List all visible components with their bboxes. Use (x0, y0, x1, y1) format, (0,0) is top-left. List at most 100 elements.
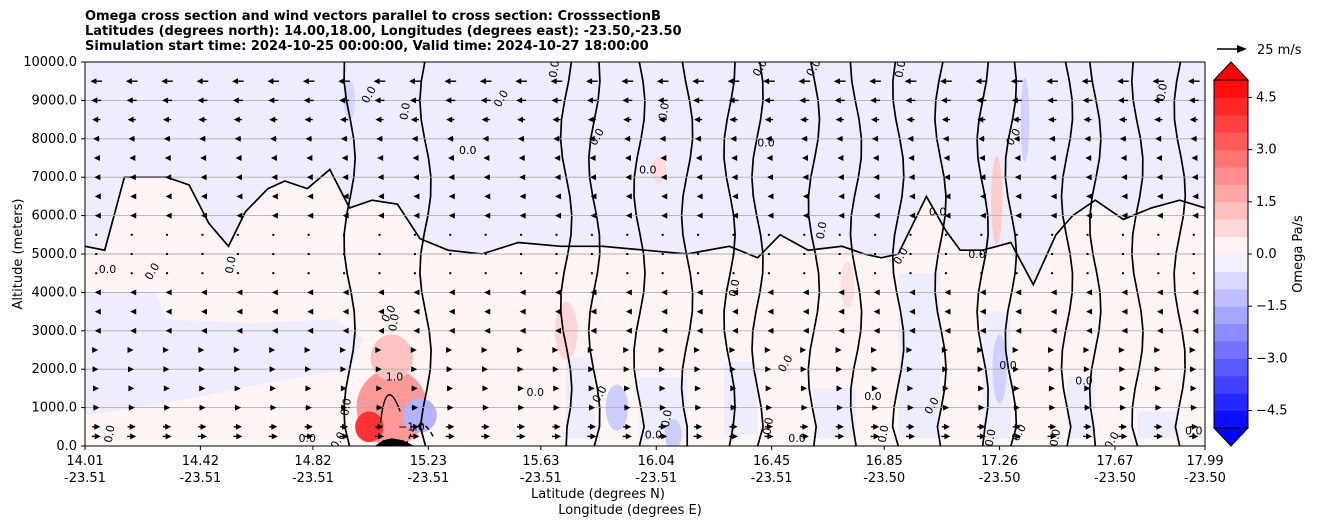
wind-vector-head (519, 308, 526, 315)
wind-vector (555, 193, 562, 200)
wind-vector-head (1012, 116, 1019, 123)
x-tick-label-lon: -23.50 (863, 471, 905, 486)
wind-vector-head (128, 385, 135, 392)
y-tick-label: 3000.0 (32, 324, 78, 339)
wind-vector-head (270, 385, 277, 392)
wind-vector (373, 78, 386, 85)
wind-vector (659, 404, 666, 411)
x-tick-label-lon: -23.51 (64, 471, 106, 486)
wind-vector-head (909, 308, 916, 315)
wind-vector-head (1014, 174, 1021, 181)
wind-vector (411, 366, 418, 373)
wind-vector (732, 289, 739, 296)
wind-vector-head (979, 423, 986, 430)
wind-vector (378, 327, 385, 334)
wind-vector-head (338, 78, 345, 85)
wind-vector (233, 423, 242, 430)
wind-vector (765, 366, 772, 373)
wind-vector (236, 253, 239, 255)
wind-vector (909, 233, 912, 236)
wind-vector-head (484, 327, 491, 334)
wind-vector-head (484, 212, 491, 219)
wind-vector (166, 253, 169, 255)
wind-vector-head (269, 116, 276, 123)
wind-vector-head (732, 308, 739, 315)
wind-vector-head (835, 116, 842, 123)
wind-vector (1192, 193, 1199, 200)
wind-vector (730, 135, 737, 142)
wind-vector-head (236, 327, 243, 334)
wind-vector-head (1050, 193, 1057, 200)
wind-vector-head (661, 193, 668, 200)
wind-vector (517, 404, 525, 411)
wind-vector (1152, 78, 1165, 85)
wind-vector (161, 78, 173, 85)
wind-vector (1015, 308, 1022, 315)
wind-vector-head (1188, 97, 1195, 104)
wind-vector-head (130, 289, 137, 296)
wind-vector-head (480, 97, 487, 104)
wind-vector (624, 385, 631, 392)
wind-vector-head (1156, 423, 1163, 430)
wind-vector (198, 366, 205, 373)
wind-vector (764, 116, 773, 123)
wind-vector-head (1047, 97, 1054, 104)
wind-vector-head (1121, 174, 1128, 181)
contour-label: 0.0 (1047, 428, 1063, 447)
wind-vector-head (94, 308, 101, 315)
wind-vector (1155, 385, 1162, 392)
wind-vector (696, 327, 703, 334)
wind-vector-head (127, 366, 134, 373)
wind-vector (199, 404, 206, 411)
wind-vector (93, 404, 100, 411)
wind-vector-head (201, 308, 208, 315)
wind-vector-head (587, 347, 594, 353)
wind-vector-head (1046, 78, 1053, 85)
wind-vector-head (377, 174, 384, 181)
colorbar-bin (1214, 219, 1248, 238)
wind-vector-head (623, 116, 630, 123)
wind-vector (587, 347, 594, 353)
wind-vector (625, 327, 632, 334)
wind-vector-head (802, 327, 809, 334)
wind-vector (732, 308, 739, 315)
x-tick-label-lon: -23.51 (520, 471, 562, 486)
wind-vector-head (1192, 212, 1199, 219)
wind-vector (871, 116, 880, 123)
wind-vector-head (730, 404, 737, 411)
wind-vector (944, 233, 947, 236)
wind-vector-head (93, 404, 100, 411)
wind-vector (482, 366, 489, 373)
wind-vector-head (378, 327, 385, 334)
wind-vector-head (413, 193, 420, 200)
wind-vector (1190, 404, 1197, 411)
wind-vector-head (659, 135, 666, 142)
wind-vector (519, 327, 526, 334)
wind-vector-head (91, 97, 98, 104)
wind-vector-head (590, 212, 597, 219)
wind-vector (484, 308, 491, 315)
wind-vector (553, 385, 560, 392)
wind-vector-head (483, 174, 490, 181)
wind-vector-head (93, 155, 100, 161)
wind-vector (484, 272, 487, 275)
wind-vector (624, 135, 631, 142)
wind-vector (873, 212, 880, 219)
wind-vector (800, 347, 807, 353)
wind-vector (696, 308, 703, 315)
wind-vector (801, 155, 808, 161)
x-tick-label-lat: 15.63 (522, 454, 559, 469)
wind-vector-head (199, 385, 206, 392)
wind-vector-head (873, 423, 880, 430)
wind-vector-head (1190, 366, 1197, 373)
wind-vector-head (447, 404, 454, 411)
wind-vector (589, 155, 596, 161)
wind-vector-head (694, 135, 701, 142)
wind-vector-head (906, 366, 913, 373)
chart-title-line-2: Latitudes (degrees north): 14.00,18.00, … (85, 24, 682, 39)
wind-vector-head (515, 78, 522, 85)
wind-vector (727, 78, 740, 85)
wind-vector-head (661, 308, 668, 315)
omega-patch (991, 156, 1003, 245)
wind-vector (873, 193, 880, 200)
